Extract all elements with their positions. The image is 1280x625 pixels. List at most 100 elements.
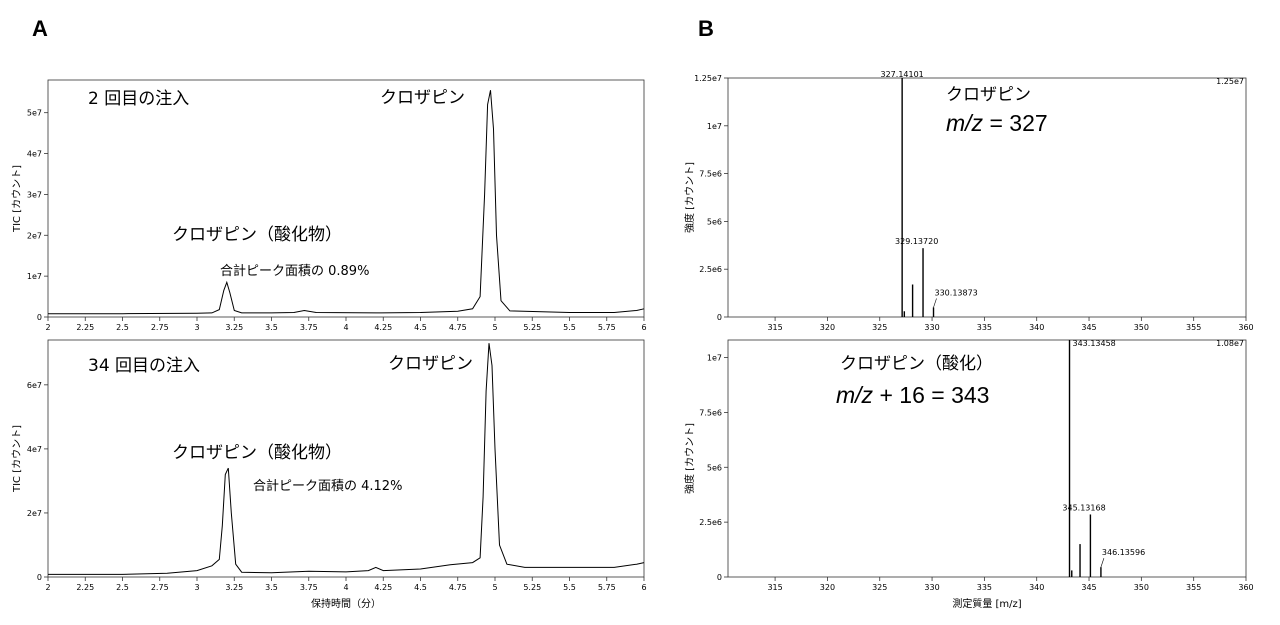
b-top-x-tick-label: 355 [1186, 323, 1201, 332]
a-top-x-tick-label: 4.25 [374, 323, 392, 332]
a-top-y-tick-label: 4e7 [27, 150, 42, 159]
b-top-max-intensity-label: 1.25e7 [1216, 77, 1244, 86]
a-top-injection-label: 2 回目の注入 [88, 89, 189, 109]
b-bottom-peak-label: 345.13168 [1062, 503, 1105, 512]
b-bottom-x-tick-label: 325 [872, 583, 887, 592]
a-top-x-tick-label: 4.5 [414, 323, 427, 332]
a-top-x-tick-label: 5.25 [523, 323, 541, 332]
a-top-y-tick-label: 0 [37, 313, 42, 322]
a-bottom-clozapine-label: クロザピン [388, 354, 473, 374]
b-bottom-peak-leader [1100, 558, 1105, 568]
b-top-peak-label: 330.13873 [935, 288, 978, 297]
a-top-x-tick-label: 4.75 [449, 323, 467, 332]
b-bottom-mz-symbol: m/z [836, 382, 874, 408]
a-bottom-x-tick-label: 4.5 [414, 583, 427, 592]
b-top-x-tick-label: 320 [820, 323, 835, 332]
a-top-x-tick-label: 2.5 [116, 323, 129, 332]
a-bottom-area-label: 合計ピーク面積の 4.12% [253, 478, 402, 494]
b-top-x-tick-label: 350 [1134, 323, 1149, 332]
a-top-x-tick-label: 5.75 [598, 323, 616, 332]
b-bottom-y-tick-label: 5e6 [707, 463, 722, 472]
a-bottom-x-axis-label: 保持時間（分） [311, 597, 381, 610]
a-top-plot-frame [47, 79, 645, 318]
a-bottom-injection-label: 34 回目の注入 [88, 356, 200, 376]
a-top-y-tick-label: 3e7 [27, 190, 42, 199]
b-bottom-mz-label: m/z + 16 = 343 [836, 382, 989, 408]
b-bottom-x-tick-label: 350 [1134, 583, 1149, 592]
b-top-mz-symbol: m/z [946, 110, 984, 136]
b-bottom-x-tick-label: 355 [1186, 583, 1201, 592]
a-top-x-tick-label: 2 [45, 323, 50, 332]
b-bottom-y-tick-label: 0 [717, 573, 722, 582]
a-bottom-y-axis-label: TIC [カウント] [11, 425, 23, 493]
a-bottom-y-tick-label: 6e7 [27, 381, 42, 390]
panel-a-label: A [32, 16, 48, 41]
b-bottom-plot-frame [727, 339, 1247, 578]
b-top-x-tick-label: 360 [1238, 323, 1253, 332]
b-top-y-tick-label: 0 [717, 313, 722, 322]
a-top-x-tick-label: 5.5 [563, 323, 576, 332]
b-top-y-tick-label: 7.5e6 [699, 170, 722, 179]
a-bottom-x-tick-label: 2.5 [116, 583, 129, 592]
a-bottom-y-tick-label: 4e7 [27, 445, 42, 454]
a-top-y-tick-label: 5e7 [27, 109, 42, 118]
b-top-peak-label: 327.14101 [881, 70, 924, 79]
b-bottom-y-tick-label: 2.5e6 [699, 518, 722, 527]
a-top-x-tick-label: 2.75 [151, 323, 169, 332]
a-bottom-x-tick-label: 3.5 [265, 583, 278, 592]
b-top-y-tick-label: 1.25e7 [694, 74, 722, 83]
b-top-x-tick-label: 325 [872, 323, 887, 332]
a-bottom-x-tick-label: 5.25 [523, 583, 541, 592]
a-bottom-y-tick-label: 2e7 [27, 509, 42, 518]
b-top-x-tick-label: 345 [1081, 323, 1096, 332]
a-top-x-tick-label: 3.75 [300, 323, 318, 332]
b-bottom-x-tick-label: 345 [1081, 583, 1096, 592]
b-top-peak-label: 329.13720 [895, 237, 938, 246]
b-bottom-x-tick-label: 335 [977, 583, 992, 592]
a-bottom-x-tick-label: 5.5 [563, 583, 576, 592]
a-top-area-label: 合計ピーク面積の 0.89% [220, 263, 369, 279]
a-bottom-x-tick-label: 5.75 [598, 583, 616, 592]
b-bottom-x-axis-label: 測定質量 [m/z] [952, 597, 1021, 610]
a-top-y-tick-label: 1e7 [27, 272, 42, 281]
a-bottom-tic-trace [48, 343, 645, 575]
a-top-x-tick-label: 3 [194, 323, 199, 332]
b-top-y-tick-label: 5e6 [707, 217, 722, 226]
b-top-x-tick-label: 330 [924, 323, 939, 332]
a-top-x-tick-label: 3.25 [225, 323, 243, 332]
a-top-oxide-label: クロザピン（酸化物） [172, 225, 342, 245]
panel-b-label: B [698, 16, 714, 41]
a-bottom-x-tick-label: 3.75 [300, 583, 318, 592]
a-top-tic-trace [48, 90, 645, 315]
a-bottom-y-tick-label: 0 [37, 573, 42, 582]
a-top-y-tick-label: 2e7 [27, 231, 42, 240]
a-bottom-x-tick-label: 2.25 [76, 583, 94, 592]
b-top-peak-leader [933, 298, 937, 308]
a-top-x-tick-label: 2.25 [76, 323, 94, 332]
b-bottom-y-tick-label: 7.5e6 [699, 408, 722, 417]
a-top-x-tick-label: 6 [641, 323, 646, 332]
a-bottom-x-tick-label: 4 [343, 583, 348, 592]
b-top-mz-label: m/z = 327 [946, 110, 1048, 136]
a-bottom-x-tick-label: 3 [194, 583, 199, 592]
b-bottom-mz-value: + 16 = 343 [873, 382, 989, 408]
b-bottom-y-tick-label: 1e7 [707, 354, 722, 363]
b-top-y-tick-label: 2.5e6 [699, 265, 722, 274]
a-bottom-x-tick-label: 2.75 [151, 583, 169, 592]
b-top-x-tick-label: 335 [977, 323, 992, 332]
a-bottom-x-tick-label: 2 [45, 583, 50, 592]
a-top-x-tick-label: 5 [492, 323, 497, 332]
b-top-x-tick-label: 340 [1029, 323, 1044, 332]
b-top-compound-label: クロザピン [946, 85, 1031, 105]
b-top-y-axis-label: 強度 [カウント] [683, 162, 696, 233]
b-bottom-x-tick-label: 360 [1238, 583, 1253, 592]
a-bottom-oxide-label: クロザピン（酸化物） [172, 443, 342, 463]
a-bottom-x-tick-label: 5 [492, 583, 497, 592]
a-bottom-x-tick-label: 4.25 [374, 583, 392, 592]
b-top-mz-value: = 327 [983, 110, 1048, 136]
b-bottom-peak-label: 346.13596 [1102, 548, 1145, 557]
b-bottom-x-tick-label: 315 [767, 583, 782, 592]
a-top-x-tick-label: 4 [343, 323, 348, 332]
b-bottom-compound-label: クロザピン（酸化） [840, 354, 993, 374]
